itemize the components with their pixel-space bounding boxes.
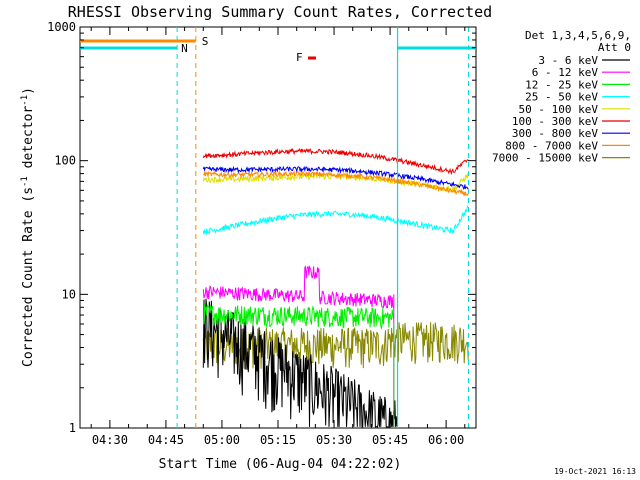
y-label-sup2: -1 [20, 95, 30, 106]
legend-label: 3 - 6 keV [538, 54, 598, 67]
series-line [203, 169, 469, 197]
y-label-main: Corrected Count Rate (s [21, 187, 36, 367]
legend-label: 25 - 50 keV [525, 91, 598, 104]
y-tick-label: 100 [54, 154, 76, 168]
series-line [202, 147, 469, 176]
x-tick-label: 05:30 [316, 433, 352, 447]
x-tick-label: 04:30 [92, 433, 128, 447]
x-tick-label: 05:00 [204, 433, 240, 447]
y-label-end: ) [21, 87, 36, 95]
chart-title: RHESSI Observing Summary Count Rates, Co… [68, 3, 492, 21]
x-tick-label: 05:15 [260, 433, 296, 447]
legend-header-2: Att 0 [598, 41, 631, 54]
y-tick-label: 1 [69, 421, 76, 435]
timestamp: 19-Oct-2021 16:13 [554, 467, 636, 476]
series-layer [202, 147, 469, 428]
x-tick-label: 04:45 [148, 433, 184, 447]
y-label-sup1: -1 [20, 176, 30, 187]
legend-label: 7000 - 15000 keV [492, 152, 598, 165]
x-tick-label: 06:00 [428, 433, 464, 447]
series-line [202, 205, 469, 236]
x-axis-label: Start Time (06-Aug-04 04:22:02) [159, 457, 402, 472]
series-line [202, 322, 469, 370]
x-tick-label: 05:45 [372, 433, 408, 447]
legend-label: 100 - 300 keV [512, 115, 598, 128]
x-axis: 04:30 04:45 05:00 05:15 05:30 05:45 06:00 [90, 27, 466, 447]
series-line [202, 298, 398, 428]
annotation-layer: N S F [80, 27, 476, 428]
saa-label: S [202, 35, 209, 48]
legend-label: 800 - 7000 keV [505, 139, 598, 152]
y-axis-label: Corrected Count Rate (s-1 detector-1) [20, 87, 36, 367]
legend-label: 300 - 800 keV [512, 127, 598, 140]
y-tick-label: 1000 [47, 20, 76, 34]
night-label: N [181, 42, 188, 55]
legend-label: 12 - 25 keV [525, 78, 598, 91]
series-line [202, 165, 469, 190]
series-line [202, 265, 395, 309]
y-axis: 1 10 100 1000 [47, 20, 476, 435]
flare-label: F [296, 51, 303, 64]
series-line [202, 303, 395, 330]
legend-label: 50 - 100 keV [519, 103, 599, 116]
y-tick-label: 10 [62, 287, 76, 301]
legend-label: 6 - 12 keV [532, 66, 599, 79]
legend-header-1: Det 1,3,4,5,6,9, [525, 29, 631, 42]
y-label-mid: detector [21, 106, 36, 177]
